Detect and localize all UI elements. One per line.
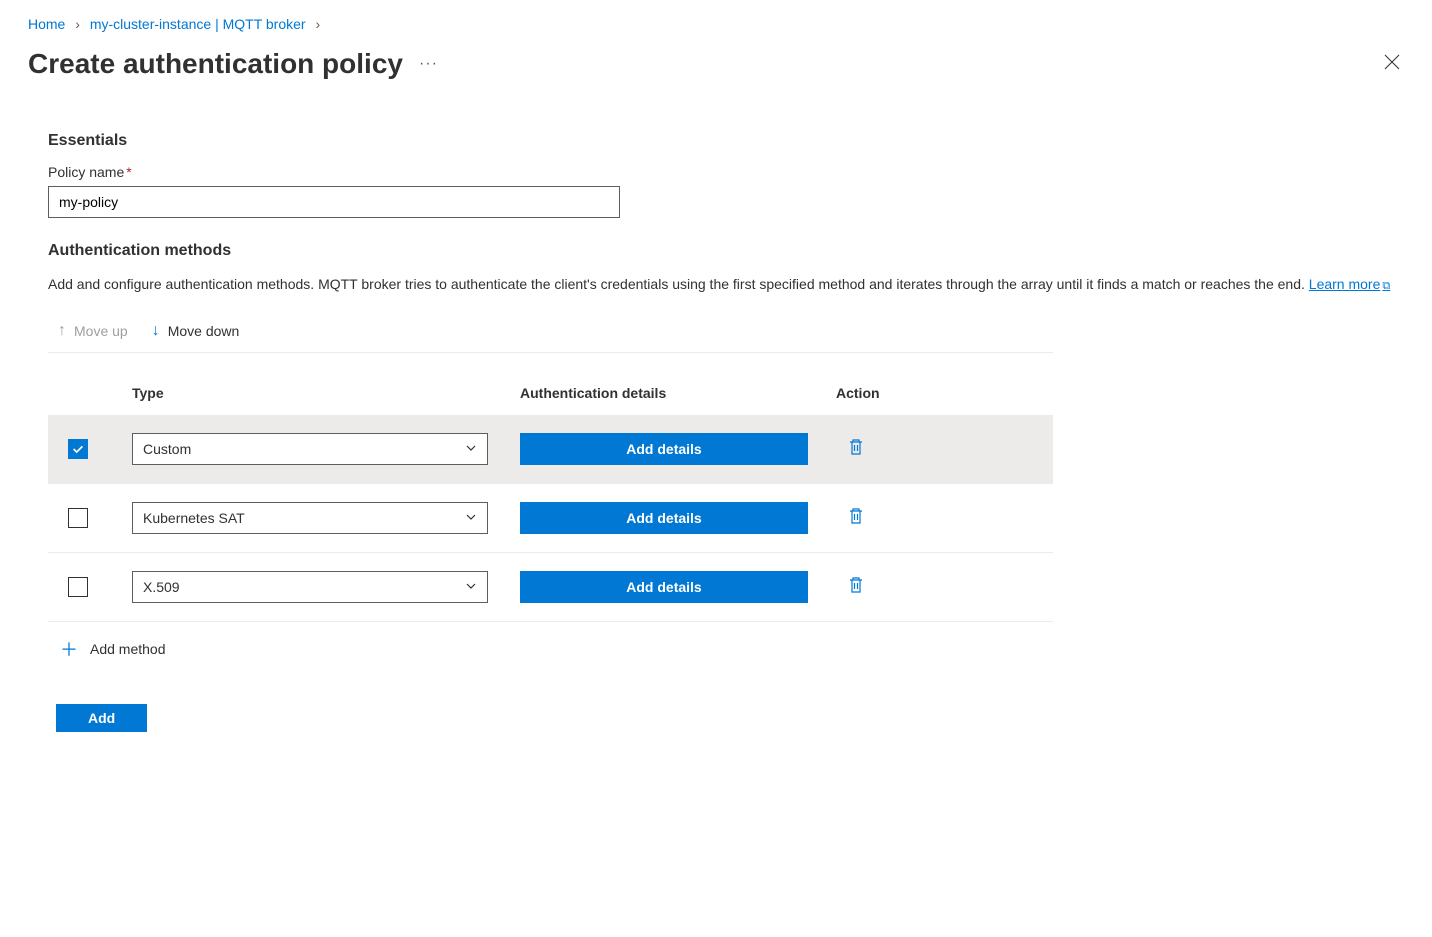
chevron-down-icon	[465, 441, 477, 457]
auth-methods-description: Add and configure authentication methods…	[48, 274, 1398, 296]
row-checkbox[interactable]	[68, 577, 88, 597]
delete-icon[interactable]	[836, 581, 864, 597]
chevron-down-icon	[465, 510, 477, 526]
move-down-button[interactable]: ↓ Move down	[152, 322, 240, 340]
column-type: Type	[132, 385, 520, 401]
add-details-button[interactable]: Add details	[520, 433, 808, 465]
breadcrumb: Home › my-cluster-instance | MQTT broker…	[0, 0, 1432, 40]
delete-icon[interactable]	[836, 512, 864, 528]
row-checkbox[interactable]	[68, 439, 88, 459]
table-row: X.509 Add details	[48, 553, 1053, 622]
policy-name-input[interactable]	[48, 186, 620, 218]
learn-more-link[interactable]: Learn more⧉	[1309, 276, 1390, 292]
plus-icon: ＋	[60, 636, 78, 662]
column-action: Action	[836, 385, 1053, 401]
breadcrumb-home[interactable]: Home	[28, 16, 65, 32]
delete-icon[interactable]	[836, 443, 864, 459]
table-row: Custom Add details	[48, 415, 1053, 484]
row-checkbox[interactable]	[68, 508, 88, 528]
move-up-button: ↑ Move up	[58, 322, 128, 340]
chevron-right-icon: ›	[315, 16, 320, 32]
page-title: Create authentication policy	[28, 48, 403, 80]
auth-methods-title: Authentication methods	[48, 242, 1412, 260]
add-details-button[interactable]: Add details	[520, 502, 808, 534]
policy-name-label: Policy name*	[48, 164, 1412, 180]
move-controls: ↑ Move up ↓ Move down	[48, 314, 1053, 353]
table-row: Kubernetes SAT Add details	[48, 484, 1053, 553]
external-link-icon: ⧉	[1382, 280, 1390, 292]
arrow-down-icon: ↓	[152, 322, 160, 340]
table-header: Type Authentication details Action	[48, 353, 1053, 415]
chevron-down-icon	[465, 579, 477, 595]
add-details-button[interactable]: Add details	[520, 571, 808, 603]
content: Essentials Policy name* Authentication m…	[0, 92, 1432, 752]
title-row: Create authentication policy ···	[0, 40, 1432, 92]
required-indicator: *	[126, 164, 131, 180]
chevron-right-icon: ›	[75, 16, 80, 32]
breadcrumb-cluster[interactable]: my-cluster-instance | MQTT broker	[90, 16, 306, 32]
type-select[interactable]: Custom	[132, 433, 488, 465]
more-menu-button[interactable]: ···	[419, 55, 438, 73]
add-button[interactable]: Add	[56, 704, 147, 732]
footer: Add	[48, 676, 1412, 732]
type-select[interactable]: Kubernetes SAT	[132, 502, 488, 534]
add-method-button[interactable]: ＋ Add method	[48, 622, 166, 676]
type-select[interactable]: X.509	[132, 571, 488, 603]
methods-table: Type Authentication details Action Custo…	[48, 353, 1053, 676]
arrow-up-icon: ↑	[58, 322, 66, 340]
essentials-title: Essentials	[48, 132, 1412, 150]
column-details: Authentication details	[520, 385, 836, 401]
close-icon[interactable]	[1380, 49, 1404, 80]
